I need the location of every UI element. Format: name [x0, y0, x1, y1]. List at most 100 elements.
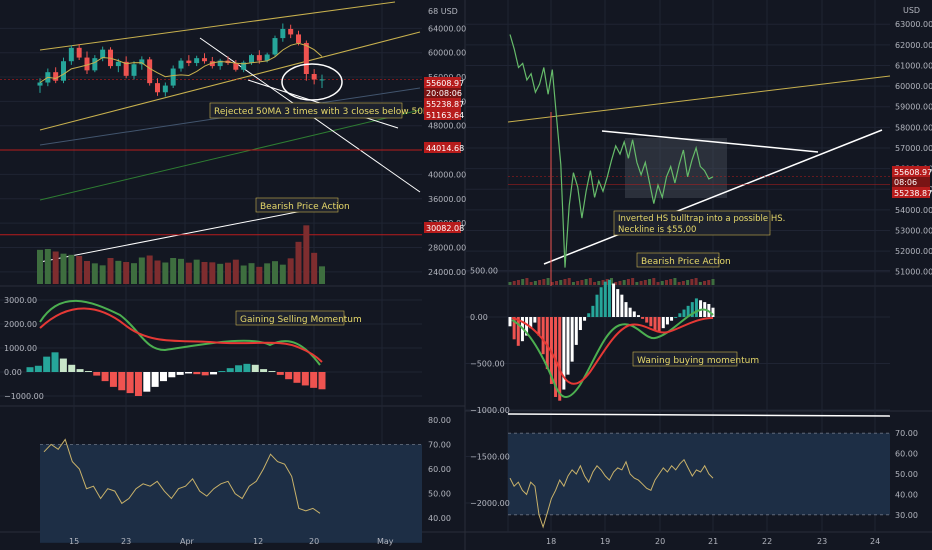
volume-bar [669, 279, 673, 285]
macd-histogram-bar [301, 372, 309, 386]
candle-body [100, 49, 106, 59]
macd-histogram-bar [558, 317, 562, 401]
tick-label: 58000.00 [895, 123, 932, 132]
volume-bar [686, 280, 690, 285]
tick-label: 60.00 [895, 450, 918, 459]
left-macd-pane[interactable] [26, 299, 326, 396]
macd-histogram-bar [235, 365, 243, 372]
candle-body [241, 62, 247, 70]
volume-bar [512, 281, 516, 285]
tick-label: 1000.00 [4, 344, 37, 353]
candle-body [162, 85, 168, 93]
rsi-top-line [507, 413, 891, 417]
volume-bar [631, 278, 635, 285]
tick-label: −1000.00 [4, 392, 44, 401]
volume-bar [677, 282, 681, 285]
volume-bar [618, 281, 622, 285]
candle-body [186, 60, 192, 64]
left-currency-label: 68 USD [428, 7, 458, 16]
volume-bar [571, 282, 575, 285]
macd-histogram-bar [251, 364, 259, 372]
candle-body [296, 34, 301, 43]
tick-label: 36000.00 [428, 195, 466, 204]
time-label: 15 [69, 537, 79, 546]
tick-label: 500.00 [470, 267, 498, 276]
macd-histogram-bar [649, 317, 653, 327]
volume-bar [660, 281, 664, 285]
macd-histogram-bar [554, 317, 558, 397]
macd-histogram-bar [616, 289, 620, 317]
macd-histogram-bar [570, 317, 574, 362]
time-label: 21 [708, 537, 718, 546]
volume-bar [44, 249, 51, 284]
candle-body [61, 61, 66, 81]
candle-body [84, 57, 90, 71]
macd-histogram-bar [276, 372, 284, 375]
time-label: 22 [762, 537, 772, 546]
candle-body [123, 61, 129, 76]
rsi-line [43, 438, 321, 514]
label-box-bearish-left [255, 197, 339, 213]
tick-label: 50.00 [895, 470, 918, 479]
volume-bar [68, 254, 75, 284]
volume-bar [131, 263, 137, 284]
rejection-circle [281, 63, 343, 101]
tag-right-current: 55608.97 [894, 168, 932, 177]
left-price-pane[interactable] [0, 1, 422, 284]
right-price-pane[interactable] [507, 34, 891, 287]
macd-histogram-bar [583, 317, 587, 321]
volume-bar [209, 262, 216, 284]
volume-bar [516, 280, 520, 285]
right-rsi-pane[interactable] [507, 413, 891, 529]
candle-body [53, 72, 59, 81]
macd-histogram-bar [620, 294, 624, 317]
volume-bar [170, 258, 177, 284]
volume-bar [521, 279, 525, 285]
volume-bar [115, 260, 122, 284]
tick-label: 51000.00 [895, 268, 932, 277]
volume-bar [154, 260, 161, 284]
tick-label: 62000.00 [895, 41, 932, 50]
volume-bar [76, 256, 83, 284]
tick-label: 59000.00 [895, 103, 932, 112]
right-macd-pane[interactable] [508, 279, 715, 401]
volume-bar [525, 278, 529, 285]
label-inverted-line2: Neckline is $55,00 [618, 225, 696, 235]
tag-box [892, 166, 930, 177]
macd-histogram-bar [591, 305, 595, 317]
tick-label: 40.00 [895, 490, 918, 499]
volume-bar [690, 279, 694, 285]
rsi-band [508, 433, 890, 515]
volume-bar [107, 258, 114, 284]
macd-histogram-bar [76, 369, 84, 372]
macd-histogram-bar [537, 317, 541, 336]
tick-label: −1500.00 [470, 453, 510, 462]
label-box-momentum-left [235, 310, 345, 326]
left-rsi-pane[interactable] [40, 438, 422, 543]
macd-histogram-bar [210, 372, 218, 375]
volume-bar [610, 278, 613, 285]
label-bearish-right: Bearish Price Action [641, 257, 731, 267]
macd-histogram-bar [84, 371, 92, 372]
candle-body [139, 59, 145, 65]
macd-histogram-bar [512, 317, 516, 340]
macd-histogram-bar [699, 300, 703, 317]
label-box-rejected [209, 102, 403, 119]
tag-box [424, 142, 461, 153]
volume-bar [703, 281, 707, 285]
volume-bar [248, 263, 255, 284]
macd-histogram-bar [26, 367, 34, 372]
macd-histogram-bar [310, 372, 318, 388]
tick-label: 3000.00 [4, 296, 37, 305]
macd-histogram-bar [628, 307, 632, 317]
tag-left-countdown: 20:08:06 [426, 89, 462, 98]
tick-label: 28000.00 [428, 243, 466, 252]
time-label: Apr [180, 537, 195, 546]
label-momentum-left: Gaining Selling Momentum [240, 315, 362, 325]
tick-label: 52000.00 [895, 247, 932, 256]
tick-label: −2000.00 [470, 499, 510, 508]
candle-body [155, 83, 160, 93]
macd-histogram-bar [682, 309, 686, 317]
volume-bar [635, 282, 639, 285]
macd-histogram-bar [711, 307, 715, 317]
